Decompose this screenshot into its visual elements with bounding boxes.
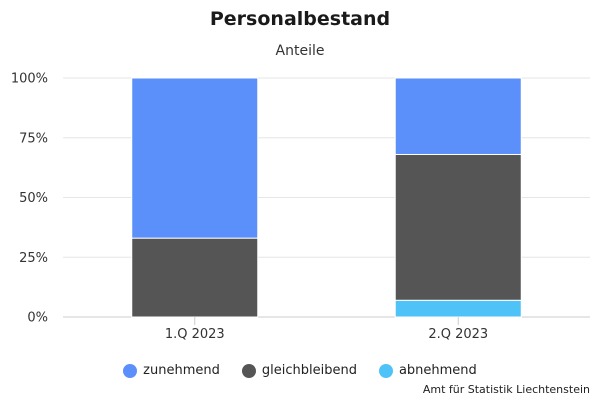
y-tick-label: 0% xyxy=(27,311,48,326)
chart-plot-area: 0% 25% 50% 75% 100% 1.Q 2023 2.Q 2023 xyxy=(11,72,590,342)
y-tick-label: 75% xyxy=(19,131,48,146)
bar-segment-zunehmend[interactable] xyxy=(394,77,522,155)
legend-marker-gleichbleibend xyxy=(241,363,256,378)
x-tick-label: 2.Q 2023 xyxy=(428,327,488,342)
legend-item-zunehmend[interactable]: zunehmend xyxy=(123,363,220,378)
y-tick-label: 50% xyxy=(19,191,48,206)
legend-marker-zunehmend xyxy=(123,363,138,378)
y-tick-label: 100% xyxy=(11,72,48,87)
bar-segment-abnehmend[interactable] xyxy=(394,299,522,318)
legend-item-gleichbleibend[interactable]: gleichbleibend xyxy=(241,363,357,378)
bar-segment-zunehmend[interactable] xyxy=(131,77,259,239)
chart-title: Personalbestand xyxy=(209,8,391,30)
y-tick-label: 25% xyxy=(19,251,48,266)
chart-legend: zunehmend gleichbleibend abnehmend xyxy=(0,363,600,378)
legend-marker-abnehmend xyxy=(378,363,393,378)
bar-segment-gleichbleibend[interactable] xyxy=(131,237,259,318)
legend-label-gleichbleibend: gleichbleibend xyxy=(261,363,357,378)
legend-label-abnehmend: abnehmend xyxy=(398,363,477,378)
x-tick-label: 1.Q 2023 xyxy=(165,327,225,342)
bar-segment-gleichbleibend[interactable] xyxy=(394,153,522,301)
chart-subtitle: Anteile xyxy=(275,43,325,59)
legend-item-abnehmend[interactable]: abnehmend xyxy=(378,363,477,378)
chart-credit[interactable]: Amt für Statistik Liechtenstein xyxy=(422,383,590,396)
legend-label-zunehmend: zunehmend xyxy=(143,363,220,378)
